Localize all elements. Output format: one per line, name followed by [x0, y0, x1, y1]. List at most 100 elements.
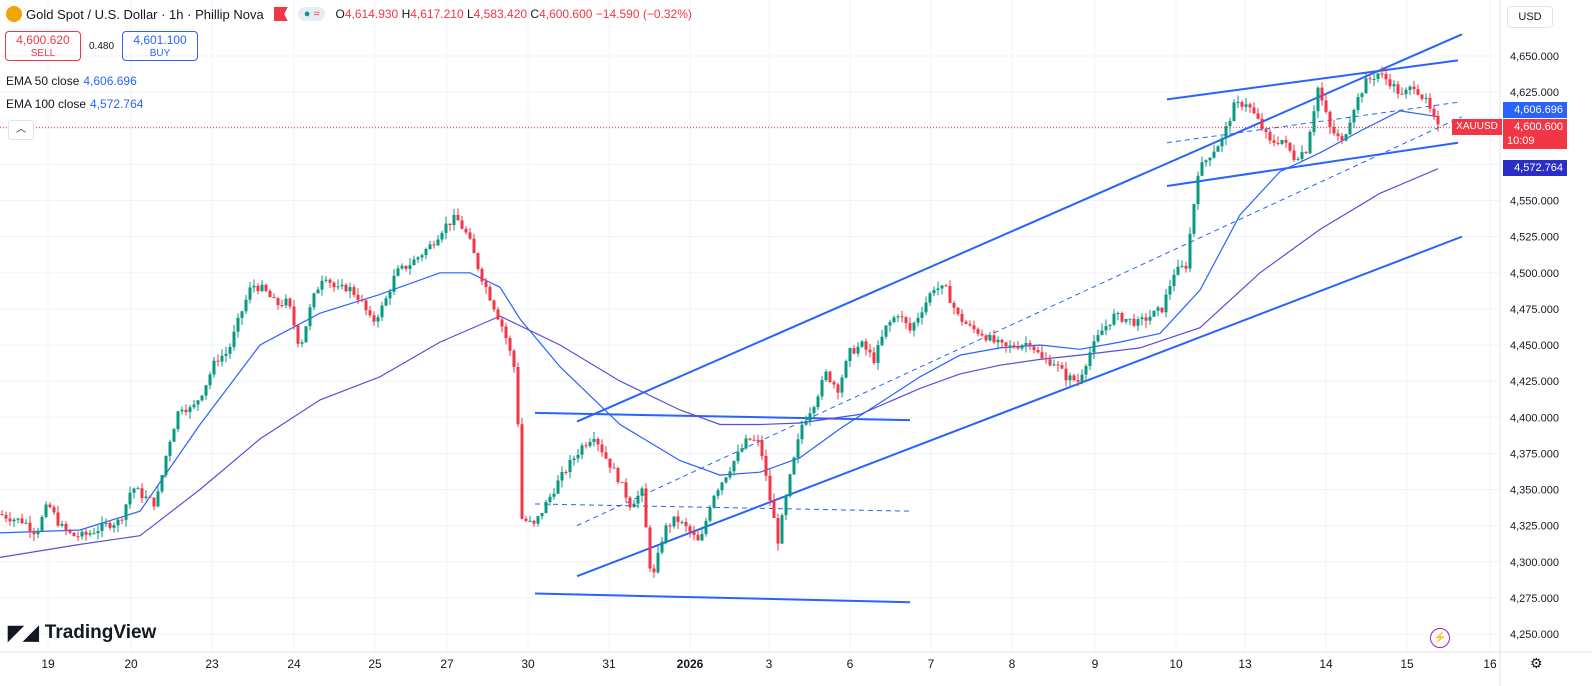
candle-body [1060, 365, 1064, 369]
candle-body [552, 493, 556, 497]
candle-body [508, 338, 512, 351]
candle-body [468, 232, 472, 239]
candle-body [1388, 79, 1392, 87]
candle-body [388, 291, 392, 299]
candle-body [864, 341, 868, 350]
candle-body [216, 360, 220, 362]
currency-selector[interactable]: USD [1507, 6, 1553, 28]
price-tick-label: 4,475.000 [1510, 304, 1559, 316]
candle-body [260, 284, 264, 292]
candle-body [652, 568, 656, 573]
ohlc-values: O4,614.930 H4,617.210 L4,583.420 C4,600.… [335, 7, 692, 21]
candle-body [476, 253, 480, 269]
candle-body [696, 535, 700, 541]
candle-body [1124, 318, 1128, 322]
trendline [576, 116, 1463, 527]
candle-body [1236, 102, 1240, 104]
candle-body [1216, 146, 1220, 152]
candle-body [336, 286, 340, 288]
candle-body [824, 371, 828, 381]
ema100-legend[interactable]: EMA 100 close 4,572.764 [6, 97, 143, 111]
candle-body [1168, 286, 1172, 295]
candle-body [1020, 345, 1024, 349]
price-tick-label: 4,325.000 [1510, 521, 1559, 533]
candle-body [220, 355, 224, 362]
candle-body [364, 300, 368, 311]
candle-body [628, 497, 632, 508]
trendline [534, 503, 911, 512]
tradingview-logo[interactable]: ◤◢ TradingView [8, 620, 156, 645]
candle-body [196, 400, 200, 405]
candle-body [160, 475, 164, 492]
candle-body [1000, 339, 1004, 343]
buy-button[interactable]: 4,601.100 BUY [122, 31, 199, 61]
candle-body [1024, 342, 1028, 346]
candle-body [640, 488, 644, 496]
candle-body [1280, 139, 1284, 144]
sell-price: 4,600.620 [16, 33, 70, 47]
candle-body [968, 323, 972, 326]
candle-body [244, 299, 248, 312]
candle-body [836, 384, 840, 393]
candle-body [1284, 139, 1288, 143]
candle-body [1204, 160, 1208, 163]
candle-body [52, 507, 56, 513]
candle-body [1384, 73, 1388, 80]
lightning-icon[interactable]: ⚡ [1430, 628, 1450, 648]
candle-body [1172, 274, 1176, 287]
trade-panel: 4,600.620 SELL 0.480 4,601.100 BUY [5, 31, 199, 61]
candle-body [1368, 78, 1372, 80]
candle-body [472, 238, 476, 254]
candle-body [360, 299, 364, 301]
sell-button[interactable]: 4,600.620 SELL [5, 31, 81, 61]
candle-body [832, 381, 836, 385]
candle-body [20, 518, 24, 524]
candle-body [492, 300, 496, 310]
candle-body [436, 239, 440, 246]
flag-icon[interactable] [273, 7, 288, 21]
candle-body [412, 259, 416, 266]
candle-body [1076, 380, 1080, 382]
symbol-title[interactable]: Gold Spot / U.S. Dollar · 1h · Phillip N… [26, 6, 264, 22]
candle-body [1352, 109, 1356, 123]
time-tick-label: 6 [847, 657, 854, 671]
price-tick-label: 4,300.000 [1510, 557, 1559, 569]
candle-body [876, 345, 880, 363]
candle-body [948, 285, 952, 303]
candle-body [192, 404, 196, 408]
candle-body [884, 325, 888, 337]
candle-body [1040, 352, 1044, 359]
ema-lines [0, 110, 1439, 558]
time-tick-label: 25 [368, 657, 382, 671]
candle-body [184, 409, 188, 413]
gold-symbol-icon [6, 6, 22, 22]
candle-body [844, 361, 848, 378]
candle-body [1304, 152, 1308, 154]
candle-body [1048, 359, 1052, 366]
candle-body [808, 413, 812, 421]
collapse-legend-button[interactable]: ︿ [8, 120, 34, 140]
market-status-pill[interactable]: ● ≈ [297, 7, 326, 21]
candle-body [176, 411, 180, 430]
candle-body [908, 323, 912, 331]
candle-body [252, 285, 256, 288]
candle-body [496, 309, 500, 320]
candle-body [816, 396, 820, 408]
candle-body [648, 527, 652, 569]
price-tick-label: 4,375.000 [1510, 448, 1559, 460]
ema50-legend[interactable]: EMA 50 close 4,606.696 [6, 74, 137, 88]
candle-body [840, 377, 844, 393]
candle-body [1004, 342, 1008, 347]
ema100-value: 4,572.764 [90, 97, 144, 111]
time-tick-label: 20 [124, 657, 138, 671]
candle-body [120, 519, 124, 521]
candle-body [1296, 158, 1300, 160]
last-price-badge: 4,600.600 10:09 [1503, 119, 1567, 149]
candle-body [168, 441, 172, 456]
candle-body [1380, 73, 1384, 75]
price-tick-label: 4,250.000 [1510, 629, 1559, 641]
candle-body [748, 438, 752, 440]
candle-body [1316, 87, 1320, 112]
gear-icon[interactable]: ⚙ [1530, 655, 1543, 671]
